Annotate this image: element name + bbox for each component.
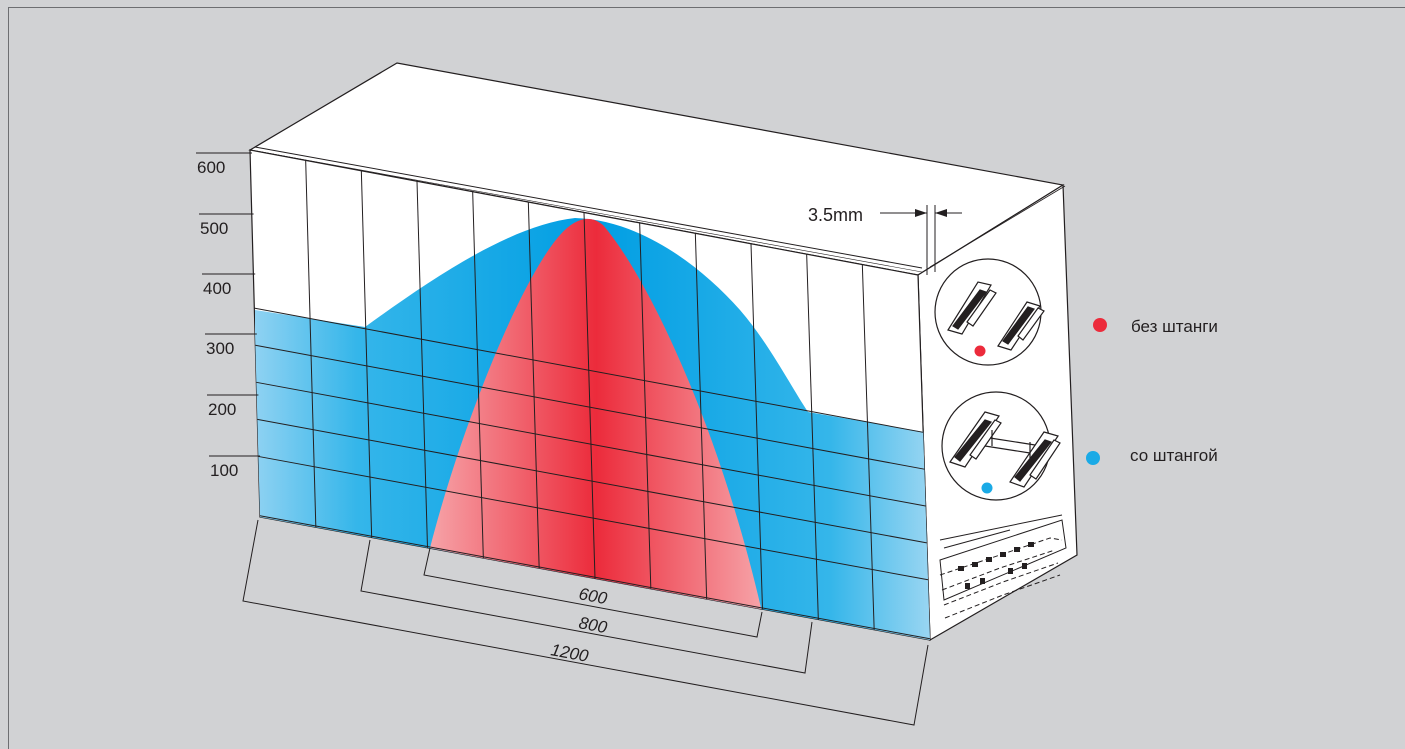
- grid-line-vertical: [639, 222, 652, 589]
- grid-line-horizontal: [254, 307, 924, 433]
- y-tick-label: 500: [200, 219, 228, 238]
- grid-line-vertical: [583, 212, 596, 579]
- grid-line-vertical: [305, 160, 317, 528]
- legend: без штанги со штангой: [1086, 317, 1218, 465]
- grid-line-vertical: [472, 191, 484, 559]
- grid-line-vertical: [806, 254, 819, 620]
- y-tick-label: 400: [203, 279, 231, 298]
- legend-label-with-rod: со штангой: [1130, 446, 1218, 465]
- series-area-без-штанги: [430, 218, 762, 613]
- grid-line-horizontal: [257, 418, 927, 544]
- grid-line-vertical: [527, 202, 540, 569]
- dim-label-800: 800: [577, 613, 609, 637]
- dim-label-1200: 1200: [549, 640, 590, 666]
- inset-with-rod: [941, 391, 1061, 501]
- top-lip-line: [254, 146, 923, 269]
- grid-line-vertical: [694, 233, 708, 600]
- y-tick-label: 200: [208, 400, 236, 419]
- y-axis: 600 500 400 300 200 100: [196, 152, 260, 480]
- side-edge-line: [929, 185, 1066, 268]
- top-lip-line: [261, 151, 923, 273]
- grid-line-vertical: [360, 170, 373, 538]
- width-dimensions: [242, 519, 929, 726]
- inset-without-rod: [934, 258, 1045, 366]
- dim-label-600: 600: [577, 584, 609, 608]
- gap-label: 3.5mm: [808, 205, 863, 225]
- grid-line-vertical: [861, 264, 875, 630]
- runner-hardware-icon: [939, 514, 1067, 619]
- legend-label-without-rod: без штанги: [1131, 317, 1218, 336]
- figure-frame: [8, 7, 1405, 749]
- y-tick-label: 300: [206, 339, 234, 358]
- y-tick-label: 100: [210, 461, 238, 480]
- dim-bracket-600: [423, 547, 763, 638]
- legend-marker-red: [1093, 318, 1107, 332]
- legend-marker-blue: [1086, 451, 1100, 465]
- dim-bracket-1200: [242, 519, 929, 726]
- front-grid: [254, 160, 931, 640]
- grid-line-horizontal: [256, 381, 926, 507]
- dim-bracket-800: [360, 539, 813, 674]
- grid-line-horizontal: [258, 455, 929, 581]
- y-tick-label: 600: [197, 158, 225, 177]
- grid-line-horizontal: [255, 344, 925, 470]
- grid-line-vertical: [750, 243, 763, 610]
- gap-dimension: [880, 205, 962, 275]
- grid-line-horizontal: [259, 515, 931, 640]
- grid-line-vertical: [416, 181, 428, 548]
